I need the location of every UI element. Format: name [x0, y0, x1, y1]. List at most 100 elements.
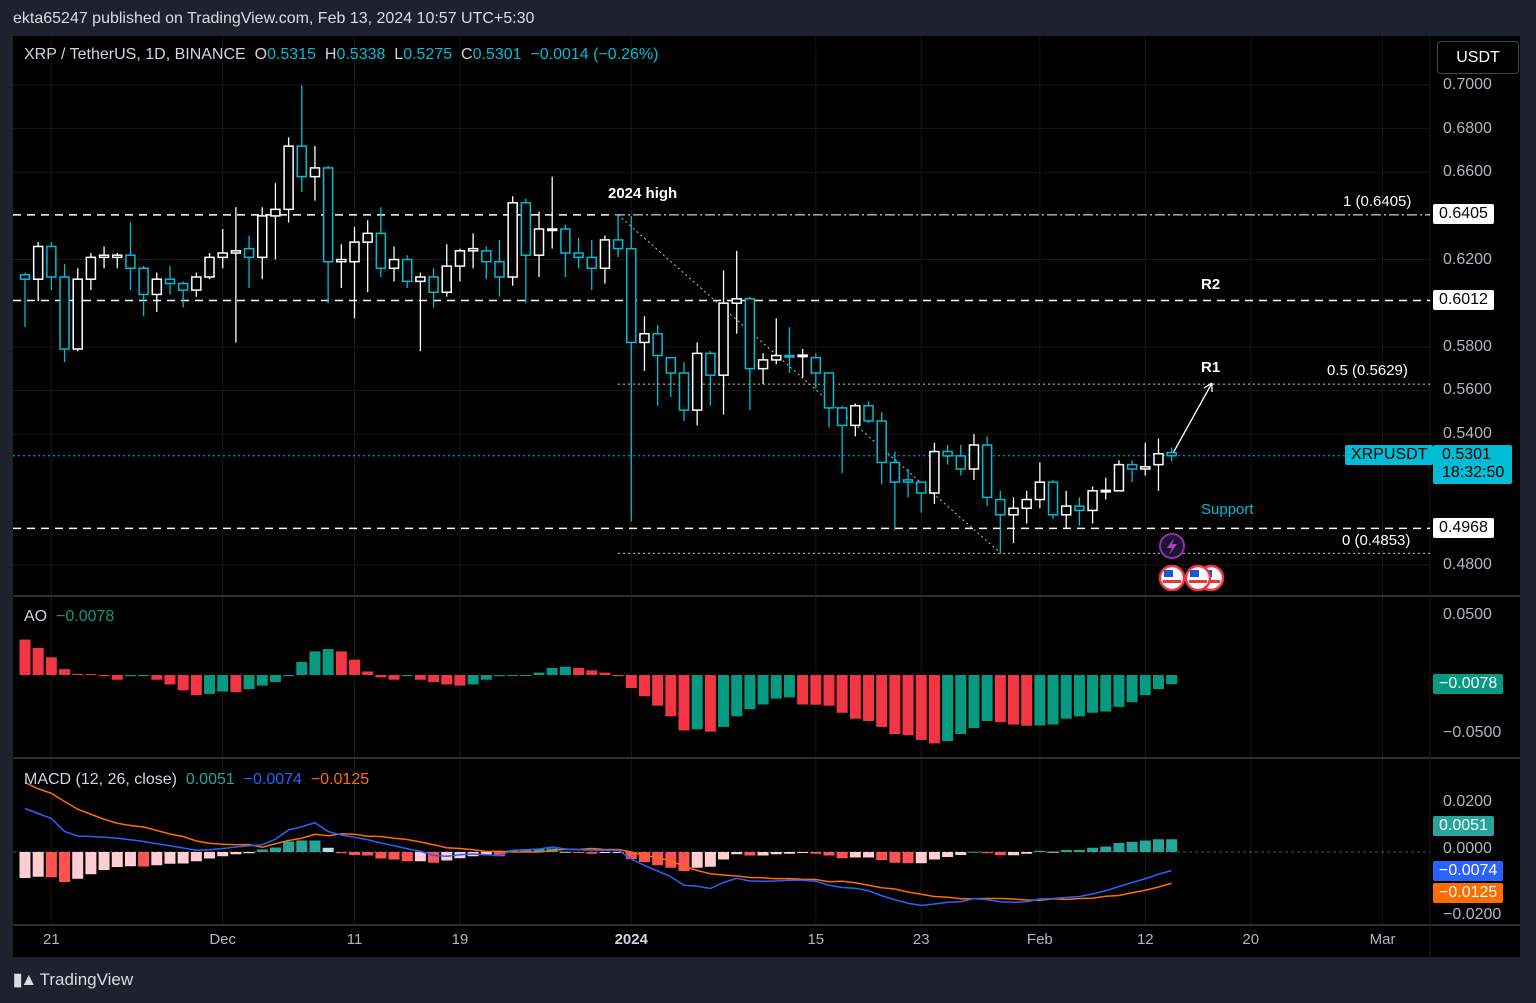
macd-hist-bar [85, 852, 97, 875]
candle [164, 266, 176, 295]
ao-bar [45, 657, 57, 675]
macd-hist-bar [678, 852, 690, 871]
macd-hist-bar [836, 852, 848, 859]
macd-hist-bar [177, 852, 189, 864]
macd-hist-bar [296, 840, 308, 852]
price-tick: 0.5600 [1443, 381, 1492, 399]
ao-bar [520, 675, 532, 676]
candle-body [138, 267, 149, 296]
candle [1034, 462, 1046, 509]
candle-body [19, 274, 31, 280]
candle-body [902, 479, 914, 483]
price-tick: 0.5400 [1443, 425, 1492, 443]
macd-hist-bar [1139, 840, 1151, 852]
support-label: Support [1201, 501, 1254, 518]
ao-bar [32, 647, 44, 675]
ao-bar [889, 675, 901, 734]
candle-body [599, 239, 611, 270]
high-label: H [324, 46, 337, 63]
macd-hist-bar [770, 852, 782, 855]
candle [1113, 460, 1125, 492]
macd-hist-bar [1100, 846, 1112, 852]
ao-label[interactable]: AO [24, 608, 48, 625]
ao-bar [744, 675, 756, 710]
ao-bar [138, 675, 150, 677]
candle-body [98, 254, 110, 259]
level-lines [13, 214, 1430, 554]
ao-bar [1152, 675, 1164, 690]
candle [929, 442, 940, 504]
candle [1021, 490, 1032, 524]
candle-body [375, 232, 387, 270]
r1-label: R1 [1201, 359, 1221, 376]
macd-label[interactable]: MACD (12, 26, close) [24, 771, 177, 788]
macd-hist-bar [335, 852, 347, 854]
ao-bar [124, 675, 136, 677]
ao-bar [1087, 675, 1099, 713]
currency-button[interactable]: USDT [1437, 41, 1519, 74]
candle-body [217, 252, 228, 259]
ao-bar [151, 675, 163, 680]
macd-hist-bar [599, 852, 611, 853]
candle-body [955, 455, 967, 470]
candle-body [823, 372, 835, 409]
candle [494, 239, 505, 297]
macd-hist-bar [256, 849, 268, 852]
candle [1166, 447, 1177, 462]
candle [177, 281, 189, 308]
macd-hist-bar [1087, 847, 1099, 852]
candle-body [1140, 466, 1151, 470]
ao-bar [335, 651, 347, 675]
macd-hist-bar [414, 852, 426, 862]
candle-body [1047, 481, 1059, 516]
candle [784, 327, 795, 373]
ao-bar [1008, 675, 1019, 725]
candle-body [309, 167, 321, 178]
chart-panel[interactable] [13, 36, 1520, 957]
ao-bar [638, 675, 650, 697]
macd-hist-bar [401, 852, 413, 862]
candle [454, 248, 466, 282]
ao-bar [177, 675, 189, 691]
candle-body [32, 245, 44, 280]
candle [744, 296, 756, 411]
candle-body [612, 239, 624, 250]
candle-body [995, 498, 1006, 516]
time-tick: 11 [346, 931, 363, 948]
ao-bar [217, 675, 229, 692]
us-flag-icon [1184, 564, 1212, 592]
time-tick: 21 [43, 931, 60, 948]
candle [270, 183, 281, 260]
ao-bar [770, 675, 782, 699]
macd-hist-bar [797, 852, 809, 853]
tradingview-logo[interactable]: ▮▲ TradingView [13, 970, 133, 990]
macd-signal-value: −0.0125 [310, 771, 370, 788]
candle-body [1060, 505, 1072, 516]
candle [388, 246, 400, 282]
macd-hist-bar [968, 851, 980, 853]
candle [902, 468, 914, 498]
symbol-name[interactable]: XRP / TetherUS, 1D, BINANCE [24, 46, 246, 63]
ao-bar [704, 675, 716, 732]
macd-hist-bar [309, 840, 321, 852]
ao-bar [665, 675, 677, 717]
ao-bar [467, 675, 479, 685]
macd-hist-bar [559, 851, 571, 853]
candle [1060, 490, 1072, 528]
candle-body [889, 461, 901, 483]
candle [876, 412, 887, 485]
macd-line-tag: −0.0074 [1433, 861, 1504, 881]
macd-hist-bar [1060, 850, 1072, 852]
macd-hist-bar [533, 849, 545, 852]
close-label: C [461, 46, 473, 63]
candle-body [586, 256, 597, 270]
low-label: L [394, 46, 404, 63]
candle-body [968, 444, 980, 470]
time-tick: Mar [1369, 931, 1396, 948]
candle [757, 353, 769, 384]
symbol-price-tag: XRPUSDT [1345, 445, 1434, 465]
candle-body [362, 232, 373, 243]
last-price-tag: 0.5301 18:32:50 [1433, 445, 1513, 484]
candle [850, 403, 861, 437]
